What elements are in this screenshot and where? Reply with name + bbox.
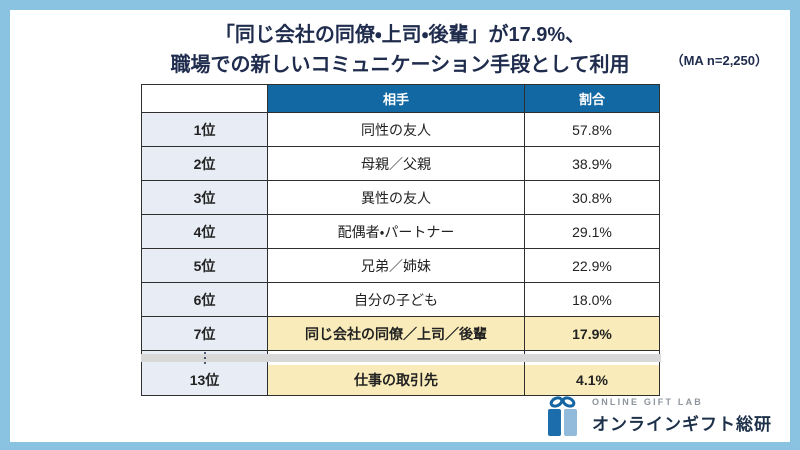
rank-cell: 6位 xyxy=(142,283,268,316)
table-row: 13位 仕事の取引先 4.1% xyxy=(142,365,659,395)
table-row: 4位 配偶者・パートナー 29.1% xyxy=(142,215,659,249)
header-rank-cell xyxy=(142,85,268,112)
header-partner-cell: 相手 xyxy=(268,85,525,112)
partner-cell: 配偶者・パートナー xyxy=(268,215,525,248)
table-row: 5位 兄弟／姉妹 22.9% xyxy=(142,249,659,283)
share-cell: 57.8% xyxy=(525,113,659,146)
gift-box-icon xyxy=(548,396,577,436)
partner-cell: 異性の友人 xyxy=(268,181,525,214)
sample-size-note: （MA n=2,250） xyxy=(670,53,768,68)
table-rows: 1位 同性の友人 57.8% 2位 母親／父親 38.9% 3位 異性の友人 3… xyxy=(142,113,659,351)
content-card: 「同じ会社の同僚・上司・後輩」が17.9%、 職場での新しいコミュニケーション手… xyxy=(10,10,790,442)
table-row: 7位 同じ会社の同僚／上司／後輩 17.9% xyxy=(142,317,659,351)
partner-cell: 兄弟／姉妹 xyxy=(268,249,525,282)
page-title: 「同じ会社の同僚・上司・後輩」が17.9%、 職場での新しいコミュニケーション手… xyxy=(10,20,790,80)
rank-cell: 5位 xyxy=(142,249,268,282)
rank-cell: 2位 xyxy=(142,147,268,180)
share-cell: 4.1% xyxy=(525,365,659,395)
vertical-ellipsis-icon xyxy=(142,344,268,372)
ranking-table: 相手 割合 1位 同性の友人 57.8% 2位 母親／父親 38.9% 3位 異… xyxy=(140,84,661,396)
table-row: 1位 同性の友人 57.8% xyxy=(142,113,659,147)
omitted-ranks-band xyxy=(140,354,661,362)
share-cell: 17.9% xyxy=(525,317,659,350)
logo-brand-label: オンラインギフト総研 xyxy=(592,415,772,434)
title-line-2: 職場での新しいコミュニケーション手段として利用 xyxy=(170,54,630,76)
partner-cell: 母親／父親 xyxy=(268,147,525,180)
rank-cell: 7位 xyxy=(142,317,268,350)
brand-logo-text: ONLINE GIFT LAB オンラインギフト総研 xyxy=(592,397,772,435)
logo-lab-label: ONLINE GIFT LAB xyxy=(592,397,703,407)
partner-cell: 自分の子ども xyxy=(268,283,525,316)
partner-cell: 仕事の取引先 xyxy=(268,365,525,395)
table-row: 2位 母親／父親 38.9% xyxy=(142,147,659,181)
title-line-1: 「同じ会社の同僚・上司・後輩」が17.9%、 xyxy=(214,24,586,46)
rank-cell: 1位 xyxy=(142,113,268,146)
table-row: 6位 自分の子ども 18.0% xyxy=(142,283,659,317)
brand-logo: ONLINE GIFT LAB オンラインギフト総研 xyxy=(544,394,772,438)
omitted-ranks-separator xyxy=(140,351,661,365)
rank-cell: 4位 xyxy=(142,215,268,248)
rank-cell: 3位 xyxy=(142,181,268,214)
table-header-row: 相手 割合 xyxy=(142,85,659,113)
share-cell: 38.9% xyxy=(525,147,659,180)
header-share-cell: 割合 xyxy=(525,85,659,112)
share-cell: 22.9% xyxy=(525,249,659,282)
rank-cell: 13位 xyxy=(142,365,268,395)
table-row: 3位 異性の友人 30.8% xyxy=(142,181,659,215)
share-cell: 30.8% xyxy=(525,181,659,214)
partner-cell: 同性の友人 xyxy=(268,113,525,146)
share-cell: 18.0% xyxy=(525,283,659,316)
partner-cell: 同じ会社の同僚／上司／後輩 xyxy=(268,317,525,350)
share-cell: 29.1% xyxy=(525,215,659,248)
